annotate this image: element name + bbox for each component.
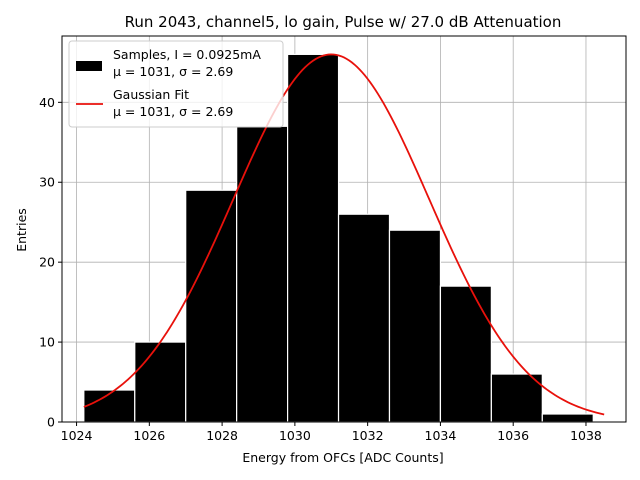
legend: Samples, I = 0.0925mA μ = 1031, σ = 2.69… xyxy=(68,40,284,128)
y-axis-label: Entries xyxy=(14,208,29,252)
histogram-bar xyxy=(287,53,340,423)
histogram-bar xyxy=(388,229,442,423)
x-tick-label: 1032 xyxy=(352,428,384,443)
legend-box xyxy=(68,40,284,128)
x-tick-label: 1026 xyxy=(133,428,165,443)
y-tick-label: 20 xyxy=(39,255,55,270)
legend-samples-swatch xyxy=(76,61,102,71)
x-tick-label: 1024 xyxy=(61,428,93,443)
legend-fit-label: Gaussian Fit xyxy=(113,87,189,102)
x-tick-label: 1036 xyxy=(497,428,529,443)
legend-samples-stats: μ = 1031, σ = 2.69 xyxy=(113,64,233,79)
x-tick-label: 1038 xyxy=(570,428,602,443)
histogram-bars xyxy=(83,53,594,423)
x-axis-label: Energy from OFCs [ADC Counts] xyxy=(242,450,443,465)
legend-samples-label: Samples, I = 0.0925mA xyxy=(113,47,261,62)
x-tick-label: 1034 xyxy=(425,428,457,443)
legend-fit-stats: μ = 1031, σ = 2.69 xyxy=(113,104,233,119)
gaussian-fit-line xyxy=(83,53,605,416)
histogram-bar xyxy=(236,125,289,423)
plot-frame xyxy=(61,35,627,423)
histogram-bar xyxy=(490,373,543,423)
y-tick-label: 10 xyxy=(39,335,55,350)
chart-title: Run 2043, channel5, lo gain, Pulse w/ 27… xyxy=(125,13,562,31)
x-tick-label: 1028 xyxy=(206,428,238,443)
histogram-bar xyxy=(439,285,492,423)
histogram-bar xyxy=(541,413,594,423)
y-axis-ticks: 0 10 20 30 40 xyxy=(39,95,62,430)
y-tick-label: 0 xyxy=(47,415,55,430)
histogram-bar xyxy=(185,189,238,423)
x-axis-ticks: 1024 1026 1028 1030 1032 1034 1036 1038 xyxy=(61,422,602,443)
histogram-bar xyxy=(337,213,391,423)
y-tick-label: 40 xyxy=(39,95,55,110)
x-tick-label: 1030 xyxy=(279,428,311,443)
histogram-bar xyxy=(134,341,187,423)
y-tick-label: 30 xyxy=(39,175,55,190)
